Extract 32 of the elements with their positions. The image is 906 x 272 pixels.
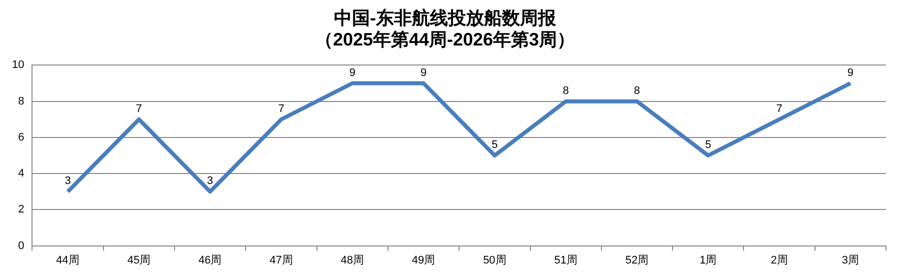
y-tick-label: 2	[18, 204, 24, 216]
data-label: 5	[492, 139, 498, 152]
data-label: 3	[64, 175, 71, 188]
x-tick-label: 49周	[412, 254, 436, 266]
x-tick-label: 45周	[127, 254, 151, 266]
x-tick-label: 52周	[625, 254, 649, 266]
data-label: 9	[847, 66, 854, 79]
x-tick-label: 3周	[842, 254, 859, 266]
data-label: 3	[207, 175, 214, 188]
x-tick-label: 47周	[270, 254, 293, 266]
data-label: 9	[420, 66, 427, 79]
x-tick-label: 1周	[700, 254, 717, 266]
data-label: 8	[634, 84, 640, 97]
y-tick-label: 4	[18, 168, 24, 180]
y-tick-label: 10	[12, 59, 24, 72]
y-tick-label: 6	[18, 131, 24, 144]
x-tick-label: 51周	[554, 254, 578, 266]
data-label: 5	[705, 139, 712, 152]
chart-title: 中国-东非航线投放船数周报	[334, 8, 557, 28]
chart-subtitle: （2025年第44周-2026年第3周）	[314, 29, 576, 50]
y-tick-label: 8	[18, 95, 24, 108]
data-label: 7	[776, 102, 782, 115]
data-label: 7	[136, 102, 142, 115]
x-tick-label: 2周	[770, 254, 788, 266]
y-tick-label: 0	[18, 240, 24, 252]
data-label: 9	[349, 66, 356, 79]
x-tick-label: 50周	[483, 254, 506, 266]
x-tick-label: 44周	[56, 254, 80, 266]
x-tick-label: 48周	[340, 254, 364, 266]
data-label: 8	[562, 84, 569, 97]
data-label: 7	[278, 102, 284, 115]
x-tick-label: 46周	[198, 254, 222, 266]
